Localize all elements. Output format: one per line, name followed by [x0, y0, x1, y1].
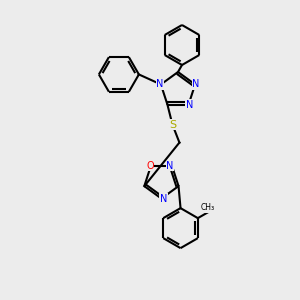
Text: N: N: [186, 100, 193, 110]
Text: N: N: [156, 80, 164, 89]
Text: CH₃: CH₃: [201, 203, 215, 212]
Text: N: N: [160, 194, 167, 204]
Text: N: N: [192, 80, 200, 89]
Text: S: S: [169, 120, 176, 130]
Text: O: O: [146, 161, 154, 171]
Text: N: N: [166, 161, 174, 171]
